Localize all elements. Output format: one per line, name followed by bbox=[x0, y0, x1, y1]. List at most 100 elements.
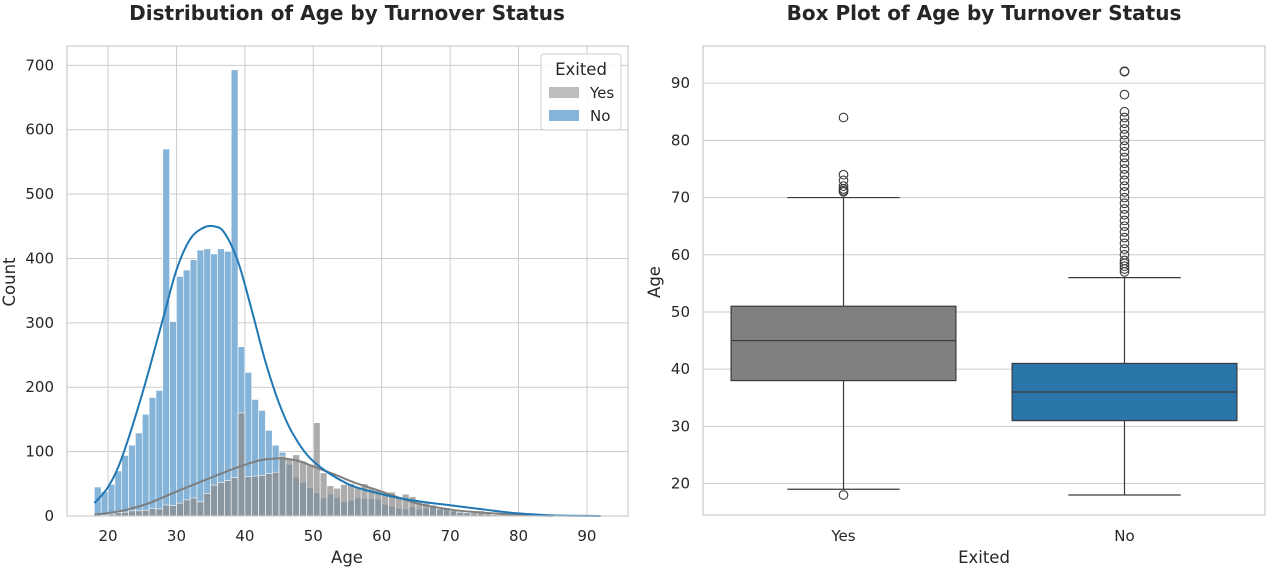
outlier-point bbox=[1119, 227, 1130, 237]
histogram-legend: Exited Yes No bbox=[540, 53, 622, 131]
boxplot-grid bbox=[703, 82, 1265, 485]
histogram-bar-yes bbox=[292, 454, 300, 517]
histogram-bar-yes bbox=[306, 464, 314, 517]
histogram-bar-yes bbox=[319, 472, 328, 517]
histogram-title: Distribution of Age by Turnover Status bbox=[129, 1, 565, 25]
histogram-bar-yes bbox=[258, 475, 266, 517]
y-tick-label: 700 bbox=[25, 56, 54, 74]
histogram-chart: Distribution of Age by Turnover Status 2… bbox=[0, 1, 629, 567]
x-tick-label: 80 bbox=[509, 527, 528, 545]
outlier-point bbox=[1119, 146, 1130, 157]
boxplot-title: Box Plot of Age by Turnover Status bbox=[787, 1, 1182, 25]
y-tick-label: 60 bbox=[671, 246, 690, 264]
y-tick-label: 20 bbox=[671, 475, 690, 493]
y-tick-label: 90 bbox=[671, 74, 690, 92]
outlier-point bbox=[838, 175, 849, 186]
y-tick-label: 400 bbox=[25, 249, 54, 267]
histogram-bar-no bbox=[169, 321, 177, 517]
histogram-bar-yes bbox=[141, 509, 150, 517]
histogram-bar-yes bbox=[333, 488, 341, 517]
y-tick-label: 50 bbox=[671, 303, 690, 321]
histogram-bar-yes bbox=[224, 480, 232, 517]
outlier-point bbox=[1119, 204, 1130, 214]
histogram-bar-yes bbox=[271, 471, 280, 517]
histogram-bar-yes bbox=[395, 496, 403, 517]
x-tick-label: 90 bbox=[577, 527, 596, 545]
x-tick-label: 20 bbox=[99, 527, 118, 545]
outlier-point bbox=[1119, 255, 1130, 266]
histogram-bar-yes bbox=[251, 475, 259, 517]
histogram-bar-yes bbox=[196, 501, 205, 517]
outlier-point bbox=[1119, 186, 1130, 197]
outlier-point bbox=[1119, 198, 1130, 209]
histogram-bars-yes bbox=[100, 412, 533, 517]
outlier-point bbox=[1119, 89, 1130, 100]
outlier-point bbox=[1119, 261, 1130, 272]
x-tick-label: 60 bbox=[372, 527, 391, 545]
y-tick-label: 200 bbox=[25, 378, 54, 396]
x-tick-label: 40 bbox=[235, 527, 254, 545]
outlier-point bbox=[1119, 238, 1130, 249]
y-tick-label: 300 bbox=[25, 314, 54, 332]
histogram-grid bbox=[67, 46, 628, 517]
outlier-point bbox=[1119, 175, 1130, 186]
histogram-frame bbox=[66, 45, 629, 517]
box-no bbox=[1011, 66, 1238, 496]
outlier-point bbox=[1119, 209, 1130, 220]
kde-line-yes bbox=[94, 457, 553, 517]
histogram-bar-no bbox=[230, 69, 239, 517]
x-tick-label: No bbox=[1114, 527, 1134, 545]
histogram-bar-yes bbox=[148, 507, 157, 517]
histogram-bar-yes bbox=[285, 457, 294, 517]
boxplot-boxes bbox=[730, 66, 1238, 500]
box-iqr bbox=[730, 305, 957, 382]
outlier-point bbox=[1119, 118, 1130, 129]
outlier-point bbox=[1119, 215, 1130, 226]
outlier-point bbox=[1119, 232, 1130, 243]
outlier-point bbox=[1119, 124, 1130, 134]
y-tick-label: 40 bbox=[671, 360, 690, 378]
histogram-bar-yes bbox=[176, 502, 184, 517]
boxplot-y-ticks: 20 30 40 50 60 70 80 90 bbox=[671, 74, 690, 492]
histogram-bar-yes bbox=[217, 482, 225, 517]
histogram-bar-yes bbox=[401, 493, 410, 517]
x-tick-label: 70 bbox=[441, 527, 460, 545]
histogram-bar-yes bbox=[354, 487, 362, 517]
y-tick-label: 30 bbox=[671, 417, 690, 435]
histogram-bar-yes bbox=[203, 493, 211, 517]
histogram-x-ticks: 20 30 40 50 60 70 80 90 bbox=[99, 527, 597, 545]
histogram-bar-yes bbox=[128, 510, 136, 517]
histogram-bar-no bbox=[217, 248, 225, 517]
y-tick-label: 80 bbox=[671, 131, 690, 149]
y-tick-label: 70 bbox=[671, 189, 690, 207]
histogram-bar-no bbox=[196, 249, 205, 517]
histogram-bar-yes bbox=[449, 510, 458, 517]
histogram-bar-yes bbox=[183, 499, 191, 517]
legend-label-no: No bbox=[590, 107, 610, 125]
outlier-point bbox=[838, 181, 849, 191]
boxplot-x-label: Exited bbox=[958, 548, 1010, 567]
outlier-point bbox=[1119, 181, 1130, 191]
histogram-bar-yes bbox=[162, 504, 170, 517]
histogram-bar-no bbox=[224, 251, 232, 517]
outlier-point bbox=[1119, 112, 1130, 123]
legend-swatch-no bbox=[549, 110, 579, 121]
outlier-point bbox=[838, 112, 849, 123]
outlier-point bbox=[1119, 164, 1130, 174]
histogram-bar-yes bbox=[210, 484, 218, 517]
histogram-y-ticks: 0 100 200 300 400 500 600 700 bbox=[25, 56, 54, 525]
outlier-point bbox=[1119, 249, 1130, 260]
legend-title: Exited bbox=[555, 60, 607, 79]
histogram-bar-yes bbox=[265, 473, 273, 517]
histogram-bar-yes bbox=[169, 505, 177, 517]
outlier-point bbox=[1119, 106, 1130, 117]
histogram-bar-no bbox=[121, 455, 129, 517]
x-tick-label: Yes bbox=[830, 527, 855, 545]
outlier-point bbox=[1119, 158, 1130, 169]
histogram-bar-yes bbox=[299, 460, 307, 517]
y-tick-label: 600 bbox=[25, 121, 54, 139]
boxplot-chart: Box Plot of Age by Turnover Status Yes No… bbox=[645, 1, 1266, 567]
histogram-bar-no bbox=[189, 259, 198, 517]
histogram-bar-no bbox=[135, 432, 143, 517]
y-tick-label: 0 bbox=[44, 507, 54, 525]
